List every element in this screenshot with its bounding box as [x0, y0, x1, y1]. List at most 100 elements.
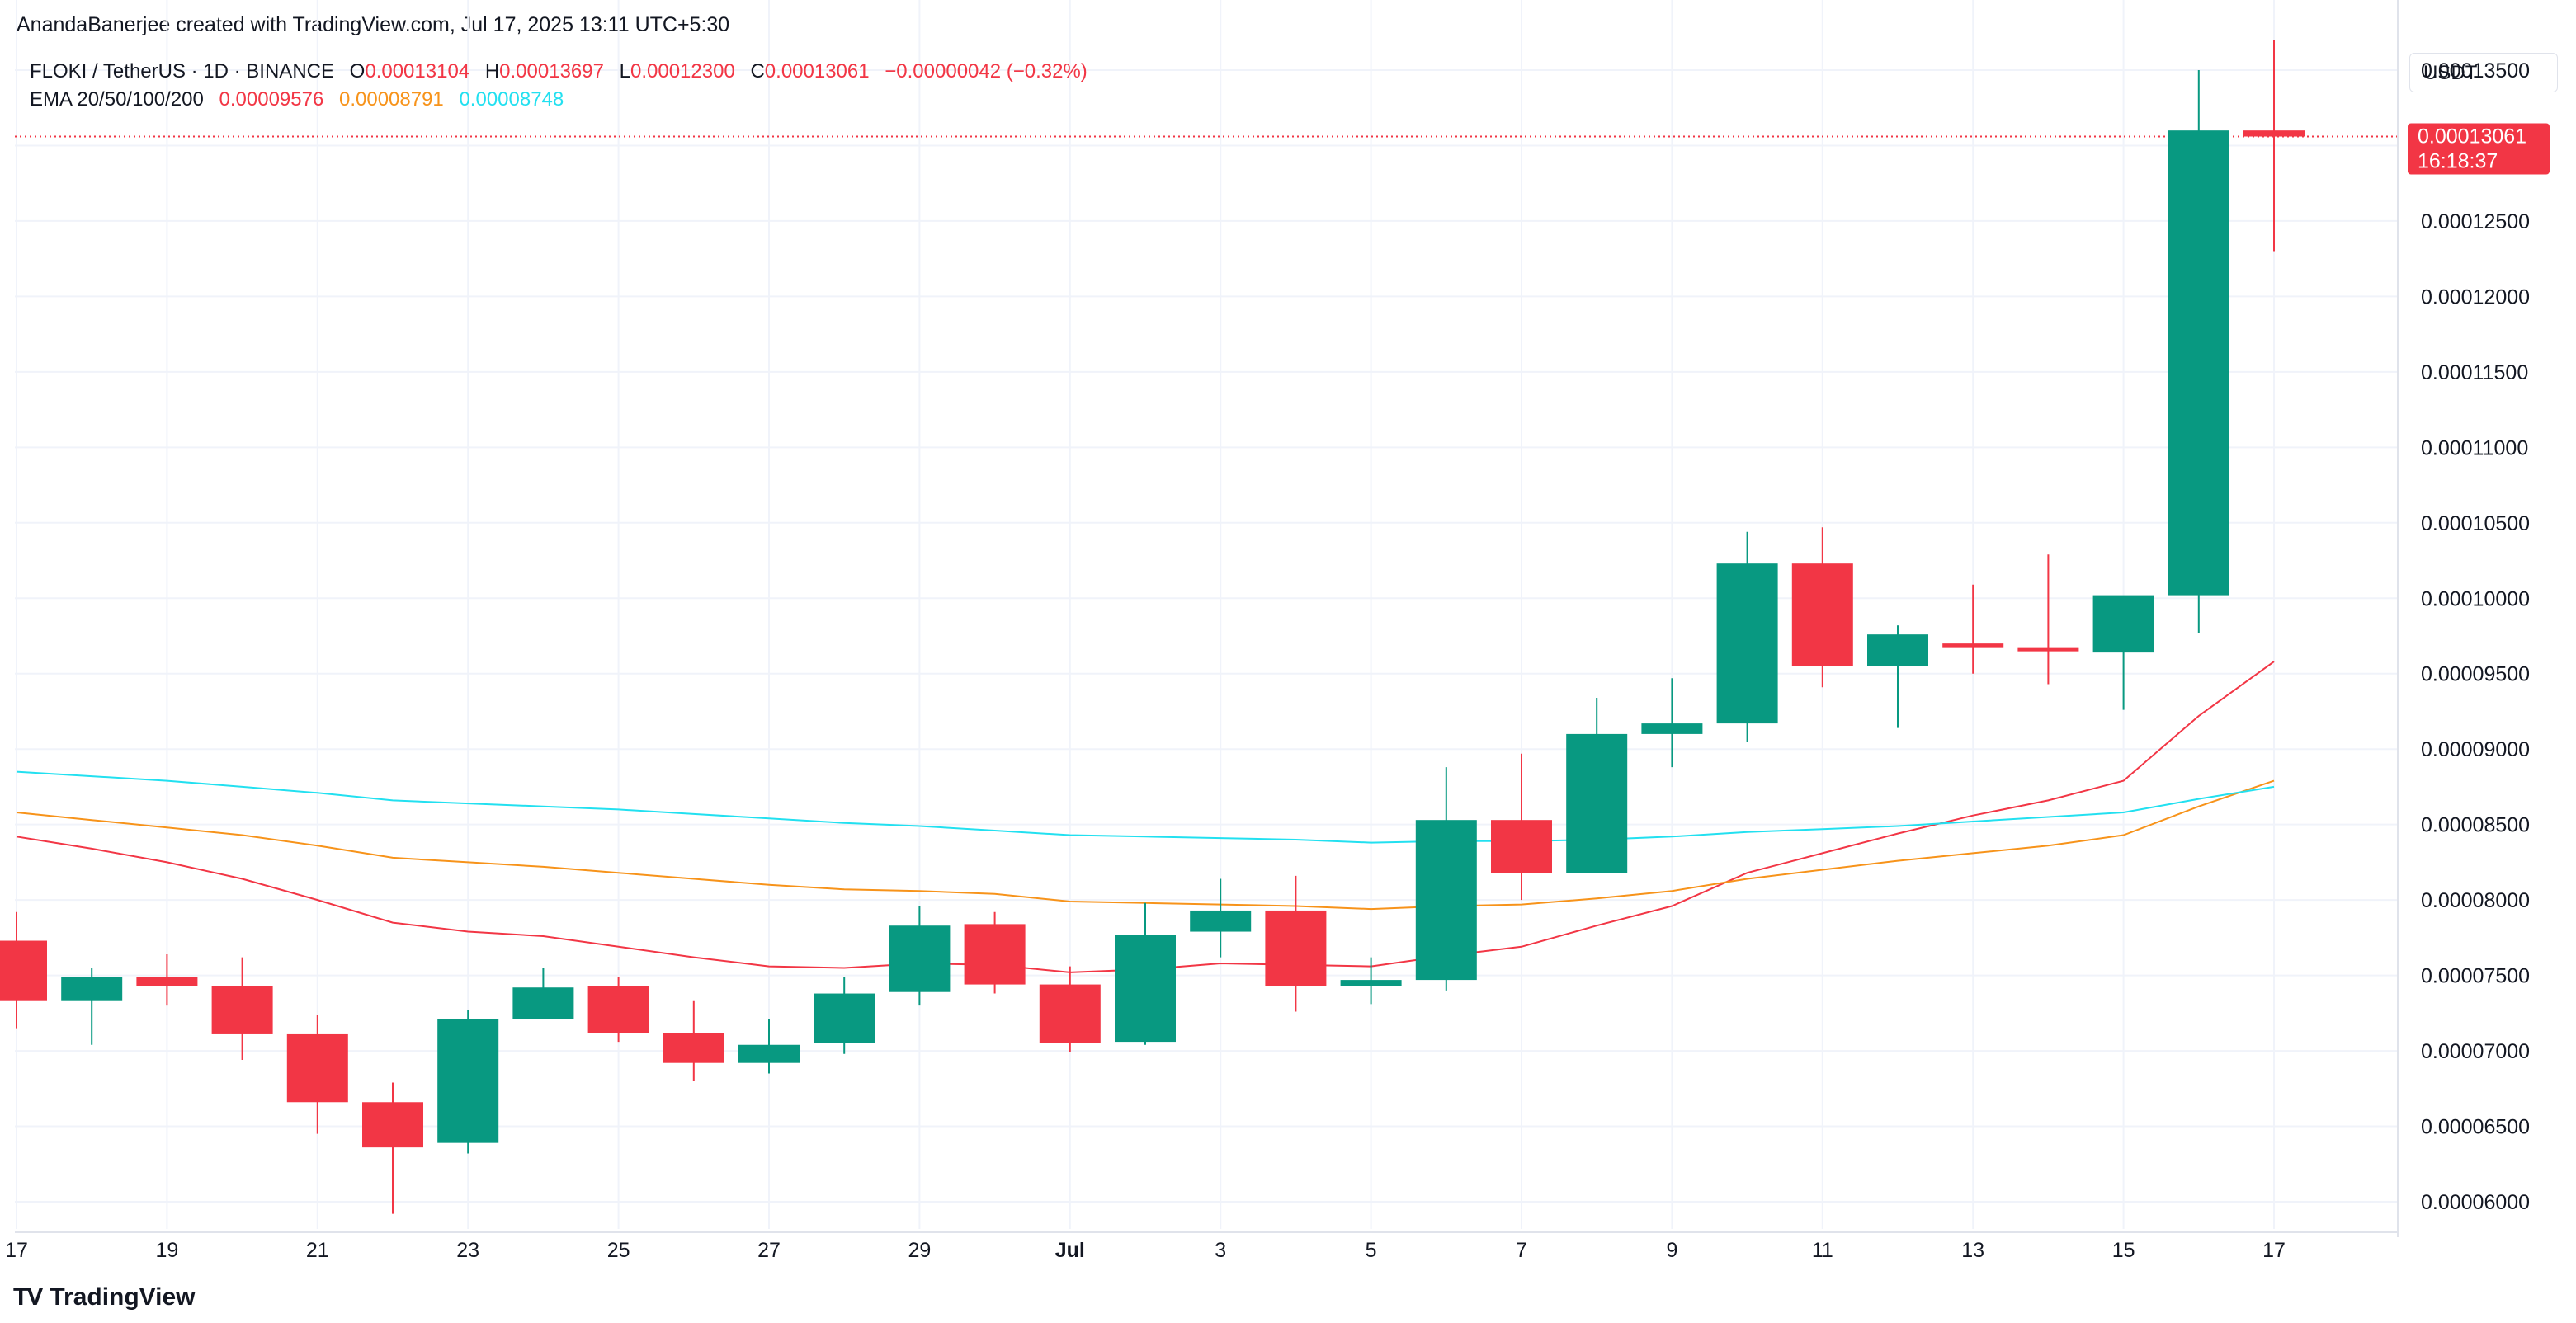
candle-body[interactable] [2168, 130, 2229, 596]
time-tick-label: 27 [757, 1239, 781, 1262]
candle[interactable] [2168, 70, 2229, 633]
candle-body[interactable] [362, 1102, 423, 1148]
candle-body[interactable] [964, 924, 1026, 985]
time-tick-label: 13 [1961, 1239, 1984, 1262]
price-tick-label: 0.00011500 [2421, 361, 2528, 384]
candle-body[interactable] [587, 986, 649, 1033]
candle-body[interactable] [1942, 643, 2004, 648]
candle-body[interactable] [738, 1044, 800, 1063]
tradingview-brand[interactable]: TV TradingView [13, 1283, 196, 1311]
candle[interactable] [211, 957, 273, 1061]
candle-body[interactable] [1566, 733, 1628, 873]
candle[interactable] [1867, 625, 1928, 728]
candle-body[interactable] [437, 1019, 499, 1143]
candle-body[interactable] [1867, 634, 1928, 666]
candle[interactable] [286, 1015, 348, 1134]
time-tick-label: 11 [1812, 1239, 1833, 1262]
close-label: C [750, 60, 765, 82]
brand-name: TradingView [50, 1283, 196, 1311]
candle[interactable] [1265, 875, 1327, 1012]
tradingview-logo-icon: TV [13, 1283, 43, 1311]
candle-body[interactable] [286, 1033, 348, 1103]
time-tick-label: 23 [456, 1239, 479, 1262]
candle-body[interactable] [2092, 595, 2154, 653]
time-tick-label: 17 [2262, 1239, 2286, 1262]
price-tick-label: 0.00006000 [2421, 1191, 2530, 1214]
candle[interactable] [61, 968, 123, 1045]
candle[interactable] [1716, 531, 1778, 742]
candle[interactable] [964, 911, 1026, 994]
price-tick-label: 0.00009000 [2421, 738, 2530, 761]
low-value: 0.00012300 [630, 60, 735, 82]
candle[interactable] [136, 953, 198, 1006]
candle-body[interactable] [211, 986, 273, 1034]
candle[interactable] [889, 906, 951, 1006]
time-tick-label: 3 [1215, 1239, 1226, 1262]
candle-body[interactable] [1491, 820, 1552, 873]
time-tick-label: 25 [607, 1239, 630, 1262]
ema-label[interactable]: EMA 20/50/100/200 [30, 88, 204, 111]
ema-line-ema100 [16, 770, 2275, 844]
price-axis[interactable]: 0.00006000 0.00006500 0.00007000 0.00007500… [2397, 0, 2530, 1237]
candle-body[interactable] [814, 993, 875, 1043]
candle[interactable] [1641, 678, 1703, 768]
candle[interactable] [437, 1010, 499, 1154]
time-tick-label: Jul [1055, 1239, 1085, 1262]
high-label: H [484, 60, 500, 82]
candle-body[interactable] [1716, 563, 1778, 724]
candle[interactable] [1491, 753, 1552, 901]
candle-body[interactable] [2017, 647, 2079, 652]
ema-line-ema50 [16, 779, 2275, 911]
candle[interactable] [1190, 878, 1252, 958]
candle-body[interactable] [663, 1033, 724, 1063]
candle[interactable] [738, 1019, 800, 1074]
time-axis[interactable]: 17 19 21 23 25 27 29 Jul 3 5 7 9 11 13 15 17 [5, 1231, 2398, 1262]
candle-body[interactable] [1340, 980, 1402, 986]
ema50-value: 0.00008791 [338, 88, 444, 111]
candle[interactable] [1115, 902, 1176, 1045]
candle[interactable] [2017, 554, 2079, 685]
candle[interactable] [587, 977, 649, 1043]
time-tick-label: 19 [155, 1239, 178, 1262]
grid [15, 0, 2398, 1229]
candle-body[interactable] [512, 987, 574, 1019]
candles[interactable] [0, 40, 2305, 1214]
candle[interactable] [663, 1000, 724, 1081]
candle-body[interactable] [1265, 910, 1327, 986]
candle-body[interactable] [1791, 563, 1853, 666]
candle-body[interactable] [1115, 935, 1176, 1043]
candle[interactable] [1039, 966, 1101, 1052]
time-tick-label: 29 [908, 1239, 931, 1262]
candle[interactable] [512, 968, 574, 1019]
open-label: O [349, 60, 366, 82]
price-tick-label: 0.00009500 [2421, 663, 2530, 686]
price-tick-label: 0.00010500 [2421, 512, 2530, 535]
ema-row: EMA 20/50/100/200 0.00009576 0.00008791 … [30, 86, 1087, 114]
candle[interactable] [0, 911, 47, 1029]
price-tick-label: 0.00012000 [2421, 285, 2530, 308]
symbol-label[interactable]: FLOKI / TetherUS · 1D · BINANCE [30, 60, 334, 82]
candle-body[interactable] [889, 925, 951, 992]
candle[interactable] [362, 1082, 423, 1214]
candle-body[interactable] [1415, 820, 1477, 981]
candle-body[interactable] [1641, 723, 1703, 734]
low-label: L [619, 60, 630, 82]
price-tick-label: 0.00010000 [2421, 587, 2530, 610]
candle-body[interactable] [61, 977, 123, 1001]
ema20-value: 0.00009576 [219, 88, 324, 111]
candle[interactable] [2092, 595, 2154, 710]
candle-body[interactable] [0, 940, 47, 1001]
candle[interactable] [1791, 527, 1853, 688]
candle[interactable] [814, 977, 875, 1054]
candle[interactable] [2243, 40, 2305, 252]
candle-body[interactable] [1039, 984, 1101, 1043]
currency-selector[interactable]: USDT [2409, 53, 2558, 92]
candle-body[interactable] [1190, 910, 1252, 932]
candle[interactable] [1942, 584, 2004, 674]
candle-body[interactable] [136, 977, 198, 986]
candle[interactable] [1415, 767, 1477, 991]
candle[interactable] [1340, 957, 1402, 1005]
candle[interactable] [1566, 698, 1628, 873]
candle-body[interactable] [2243, 130, 2305, 137]
